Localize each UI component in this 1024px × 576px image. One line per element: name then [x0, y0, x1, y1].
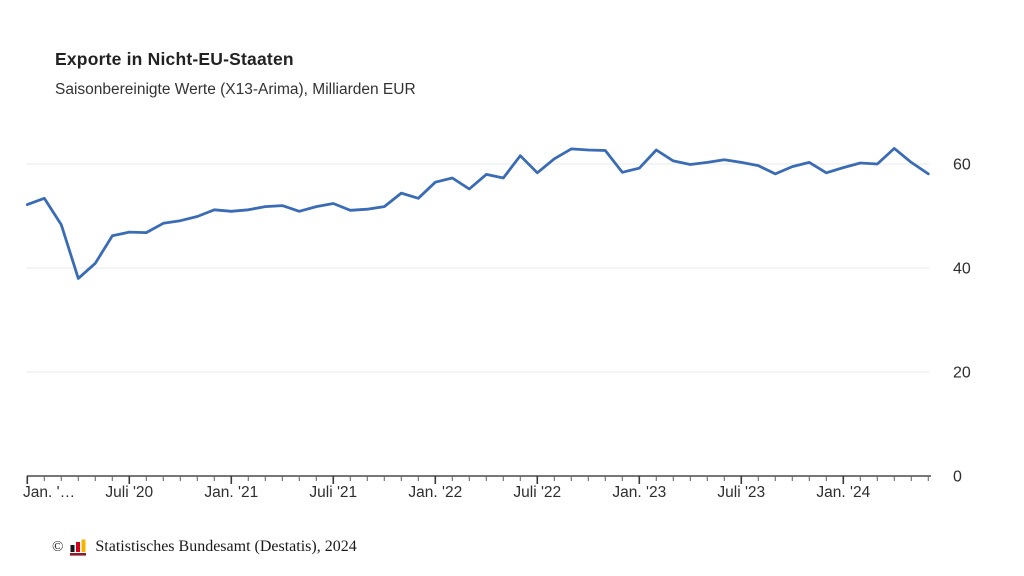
x-tick-label: Jan. '24	[816, 484, 870, 501]
data-line	[25, 146, 930, 280]
y-tick-label: 20	[953, 365, 971, 382]
copyright-symbol: ©	[52, 538, 64, 555]
x-tick-label: Jan. '21	[204, 484, 258, 501]
chart-title: Exporte in Nicht-EU-Staaten	[55, 49, 294, 69]
x-tick-label: Juli '20	[105, 484, 153, 501]
x-tick-label: Juli '23	[717, 484, 765, 501]
x-tick-label: Jan. '23	[612, 484, 666, 501]
source-attribution: © Statistisches Bundesamt (Destatis), 20…	[52, 538, 357, 556]
y-tick-label: 60	[953, 157, 971, 174]
x-tick-label: Juli '22	[513, 484, 561, 501]
y-tick-label: 40	[953, 261, 971, 278]
x-tick-label: Juli '21	[309, 484, 357, 501]
source-text: Statistisches Bundesamt (Destatis), 2024	[95, 538, 357, 555]
chart-subtitle: Saisonbereinigte Werte (X13-Arima), Mill…	[55, 81, 416, 98]
x-tick-label: Jan. '22	[408, 484, 462, 501]
x-tick-label: Jan. '…	[23, 484, 75, 501]
destatis-bar-chart-icon	[70, 539, 88, 556]
y-tick-label: 0	[953, 469, 962, 486]
